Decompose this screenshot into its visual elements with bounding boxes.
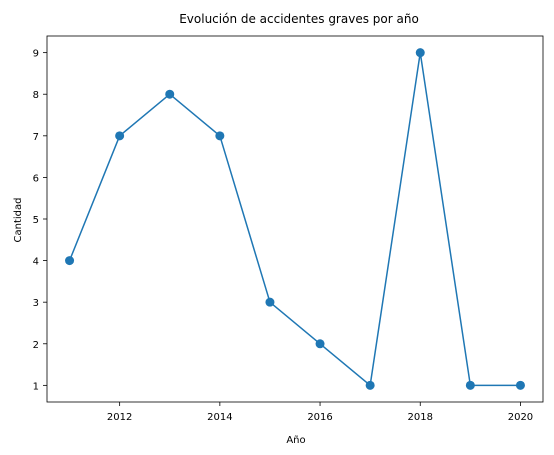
series-line: [68, 51, 521, 387]
data-point: [265, 297, 275, 307]
x-axis-label: Año: [286, 435, 305, 446]
x-tick-label: 2012: [107, 412, 132, 423]
data-point: [115, 131, 125, 141]
plot-frame: [46, 35, 544, 403]
y-tick-label: 8: [33, 90, 39, 101]
data-point: [215, 131, 225, 141]
y-tick-label: 7: [33, 132, 39, 143]
x-tick-label: 2020: [508, 412, 533, 423]
y-tick-label: 1: [33, 381, 39, 392]
data-point: [465, 380, 475, 390]
data-point: [315, 339, 325, 349]
y-axis: 1 2 3 4 5 6 7 8 9: [33, 49, 47, 392]
plot-area: [46, 35, 544, 403]
data-point: [165, 89, 175, 99]
x-tick-label: 2018: [408, 412, 433, 423]
chart-title: Evolución de accidentes graves por año: [179, 12, 419, 26]
data-point: [515, 380, 525, 390]
x-axis: 2012 2014 2016 2018 2020: [107, 402, 533, 423]
x-tick-label: 2016: [307, 412, 332, 423]
y-tick-label: 4: [33, 257, 39, 268]
y-tick-label: 9: [33, 49, 39, 60]
x-tick-label: 2014: [207, 412, 232, 423]
data-point: [415, 48, 425, 58]
y-tick-label: 6: [33, 173, 39, 184]
data-point: [65, 256, 75, 266]
data-point: [365, 380, 375, 390]
y-tick-label: 3: [33, 298, 39, 309]
y-axis-label: Cantidad: [13, 198, 24, 243]
y-tick-label: 5: [33, 215, 39, 226]
data-series: [65, 48, 525, 390]
y-tick-label: 2: [33, 340, 39, 351]
